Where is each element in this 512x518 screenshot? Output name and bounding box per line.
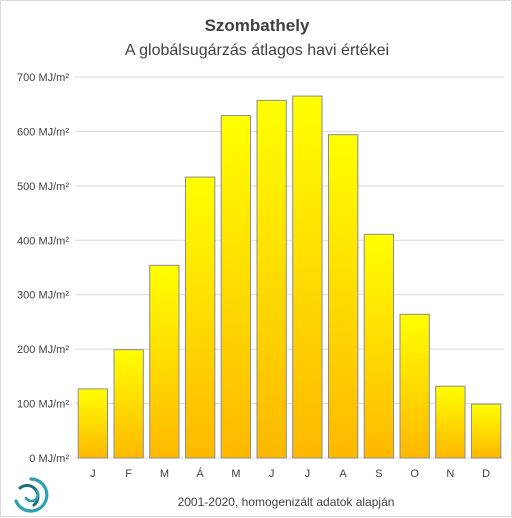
y-tick-label: 400 MJ/m² <box>17 235 69 247</box>
bar <box>471 403 502 459</box>
x-tick-label: Á <box>196 467 204 480</box>
gridlines <box>75 76 504 459</box>
bar <box>185 176 216 459</box>
bar <box>113 349 144 459</box>
bar <box>328 134 359 459</box>
chart-title: Szombathely <box>205 16 310 35</box>
bar <box>220 115 251 459</box>
y-axis-ticks: 0 MJ/m² 100 MJ/m² 200 MJ/m² 300 MJ/m² 400 MJ… <box>17 72 69 465</box>
y-tick-label: 600 MJ/m² <box>17 126 69 138</box>
x-tick-label: M <box>160 468 169 480</box>
x-tick-label: J <box>90 468 96 480</box>
x-tick-label: O <box>410 468 419 480</box>
x-tick-label: A <box>339 468 347 480</box>
bar <box>292 95 323 459</box>
bar <box>399 313 430 459</box>
bar <box>77 388 108 459</box>
y-tick-label: 200 MJ/m² <box>17 344 69 356</box>
y-tick-label: 500 MJ/m² <box>17 181 69 193</box>
footnote: 2001-2020, homogenizált adatok alapján <box>178 495 395 509</box>
y-tick-label: 700 MJ/m² <box>17 72 69 84</box>
x-tick-label: S <box>375 468 382 480</box>
x-tick-label: J <box>269 468 275 480</box>
y-tick-label: 0 MJ/m² <box>29 453 69 465</box>
x-tick-label: F <box>125 468 132 480</box>
bars <box>77 95 502 459</box>
bar <box>435 385 466 459</box>
y-tick-label: 300 MJ/m² <box>17 290 69 302</box>
swirl-logo-icon <box>14 477 49 513</box>
bar <box>256 99 287 459</box>
chart-subtitle: A globálsugárzás átlagos havi értékei <box>125 42 389 59</box>
bar <box>363 233 395 459</box>
x-tick-label: M <box>231 468 240 480</box>
bar <box>149 264 180 459</box>
x-tick-label: J <box>305 468 311 480</box>
x-tick-label: N <box>446 468 454 480</box>
x-tick-label: D <box>482 468 490 480</box>
y-tick-label: 100 MJ/m² <box>17 399 69 411</box>
